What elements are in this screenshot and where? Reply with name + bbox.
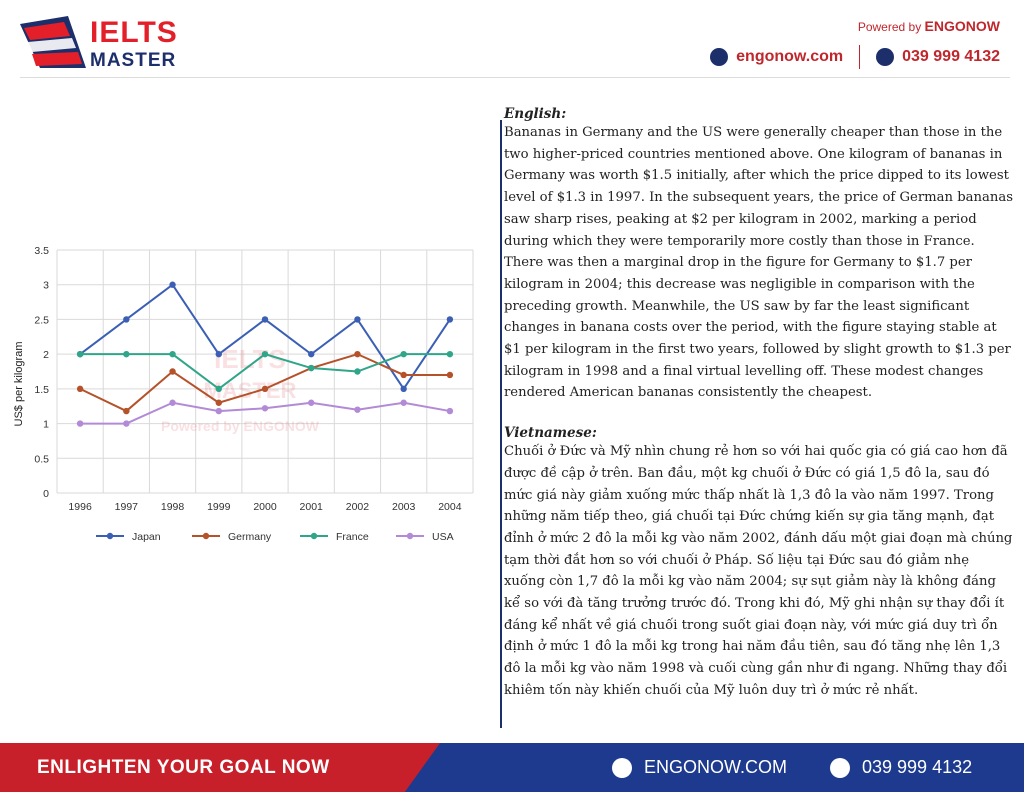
logo-text-ielts: IELTS — [90, 16, 178, 49]
footer-phone[interactable]: 039 999 4132 — [830, 757, 972, 778]
data-point-germany — [123, 407, 130, 415]
data-point-france — [400, 350, 407, 358]
y-axis-label: US$ per kilogram — [13, 342, 25, 427]
x-tick-label: 2000 — [253, 501, 277, 513]
legend-marker-germany — [202, 532, 210, 540]
y-tick-label: 2.5 — [34, 314, 49, 326]
vietnamese-paragraph: Chuối ở Đức và Mỹ nhìn chung rẻ hơn so v… — [504, 444, 1013, 698]
footer-phone-text: 039 999 4132 — [862, 757, 973, 777]
data-point-germany — [400, 371, 407, 379]
data-point-germany — [76, 385, 84, 393]
data-point-usa — [446, 407, 454, 415]
data-point-usa — [123, 420, 130, 427]
header-website-link[interactable]: engonow.com — [736, 48, 844, 65]
data-point-france — [354, 368, 361, 375]
footer-slogan: ENLIGHTEN YOUR GOAL NOW — [37, 757, 330, 778]
chart-axes: 0 0.5 1 1.5 2 2.5 3 3.5 1996 1997 1998 1999 2000 2001… — [34, 245, 461, 513]
data-point-usa — [354, 406, 361, 413]
y-tick-label: 1.5 — [34, 384, 49, 396]
y-tick-label: 3 — [43, 280, 49, 292]
logo-text-master: MASTER — [90, 50, 177, 71]
data-point-japan — [169, 281, 176, 288]
phone-icon — [830, 757, 850, 778]
data-point-france — [76, 350, 84, 358]
x-tick-label: 1997 — [115, 501, 139, 513]
data-point-usa — [215, 407, 222, 415]
header-divider — [20, 77, 1010, 78]
phone-icon — [876, 48, 895, 66]
legend-label-japan: Japan — [132, 531, 161, 543]
data-point-france — [123, 350, 130, 358]
legend-marker-usa — [406, 532, 414, 540]
y-tick-label: 2 — [43, 349, 49, 361]
data-point-france — [261, 350, 269, 358]
text-column: English: Bananas in Germany and the US w… — [504, 106, 1014, 702]
x-tick-label: 1999 — [207, 501, 231, 513]
x-tick-label: 1996 — [68, 501, 92, 513]
y-tick-label: 1 — [43, 419, 49, 431]
data-point-france — [446, 350, 454, 358]
header-phone-link[interactable]: 039 999 4132 — [902, 48, 1000, 65]
data-point-japan — [446, 316, 454, 323]
header-contact: engonow.com 039 999 4132 — [710, 45, 1000, 69]
x-tick-label: 2003 — [392, 501, 416, 513]
globe-icon — [612, 757, 632, 778]
chart-series — [76, 281, 454, 427]
legend-marker-france — [310, 532, 318, 540]
data-point-japan — [261, 316, 269, 323]
english-paragraph: Bananas in Germany and the US were gener… — [504, 125, 1013, 401]
powered-prefix: Powered by — [857, 20, 922, 34]
contact-divider — [859, 45, 861, 69]
paragraph-spacer — [504, 404, 1014, 425]
footer-red-band — [0, 743, 440, 792]
x-tick-label: 2001 — [300, 501, 324, 513]
data-point-france — [215, 385, 222, 393]
legend-label-germany: Germany — [228, 531, 272, 543]
chart-legend: Japan Germany France USA — [96, 531, 454, 543]
watermark-line-3: Powered by ENGONOW — [161, 418, 320, 434]
data-point-germany — [215, 399, 222, 406]
legend-label-france: France — [336, 531, 369, 543]
x-tick-label: 1998 — [161, 501, 185, 513]
english-label: English: — [504, 106, 567, 122]
legend-marker-japan — [106, 532, 114, 540]
y-tick-label: 0.5 — [34, 453, 49, 465]
footer-website[interactable]: ENGONOW.COM — [612, 757, 787, 778]
powered-by: Powered by ENGONOW — [858, 18, 1000, 34]
data-point-japan — [400, 385, 407, 393]
x-tick-label: 2004 — [438, 501, 462, 513]
data-point-japan — [354, 316, 361, 323]
powered-brand: ENGONOW — [924, 18, 1000, 34]
globe-icon — [710, 48, 729, 66]
logo-flag-icon — [20, 16, 86, 68]
data-point-usa — [169, 399, 176, 406]
x-tick-label: 2002 — [346, 501, 370, 513]
chart-svg: IELTS MASTER Powered by ENGONOW 00.511.5… — [13, 245, 474, 543]
data-point-usa — [400, 399, 407, 406]
ielts-master-logo[interactable]: IELTS MASTER — [20, 14, 190, 71]
data-point-france — [308, 364, 315, 372]
line-chart: IELTS MASTER Powered by ENGONOW 0 0.5 1 1.5… — [0, 236, 490, 556]
data-point-germany — [169, 368, 176, 375]
data-point-japan — [308, 350, 315, 358]
data-point-germany — [446, 371, 454, 379]
page-footer: ENLIGHTEN YOUR GOAL NOW ENGONOW.COM 039 … — [0, 743, 1024, 792]
y-tick-label: 3.5 — [34, 245, 49, 257]
data-point-usa — [308, 399, 315, 406]
footer-website-text: ENGONOW.COM — [644, 757, 787, 777]
y-tick-label: 0 — [43, 488, 49, 500]
data-point-japan — [123, 316, 130, 323]
data-point-usa — [261, 405, 269, 412]
data-point-usa — [76, 420, 84, 427]
text-accent-bar — [500, 120, 502, 728]
legend-label-usa: USA — [432, 531, 454, 543]
data-point-germany — [261, 385, 269, 393]
vietnamese-label: Vietnamese: — [504, 425, 597, 442]
data-point-japan — [215, 350, 222, 358]
page-header: IELTS MASTER Powered by ENGONOW engonow.… — [0, 0, 1024, 80]
data-point-france — [169, 350, 176, 358]
data-point-germany — [354, 350, 361, 358]
